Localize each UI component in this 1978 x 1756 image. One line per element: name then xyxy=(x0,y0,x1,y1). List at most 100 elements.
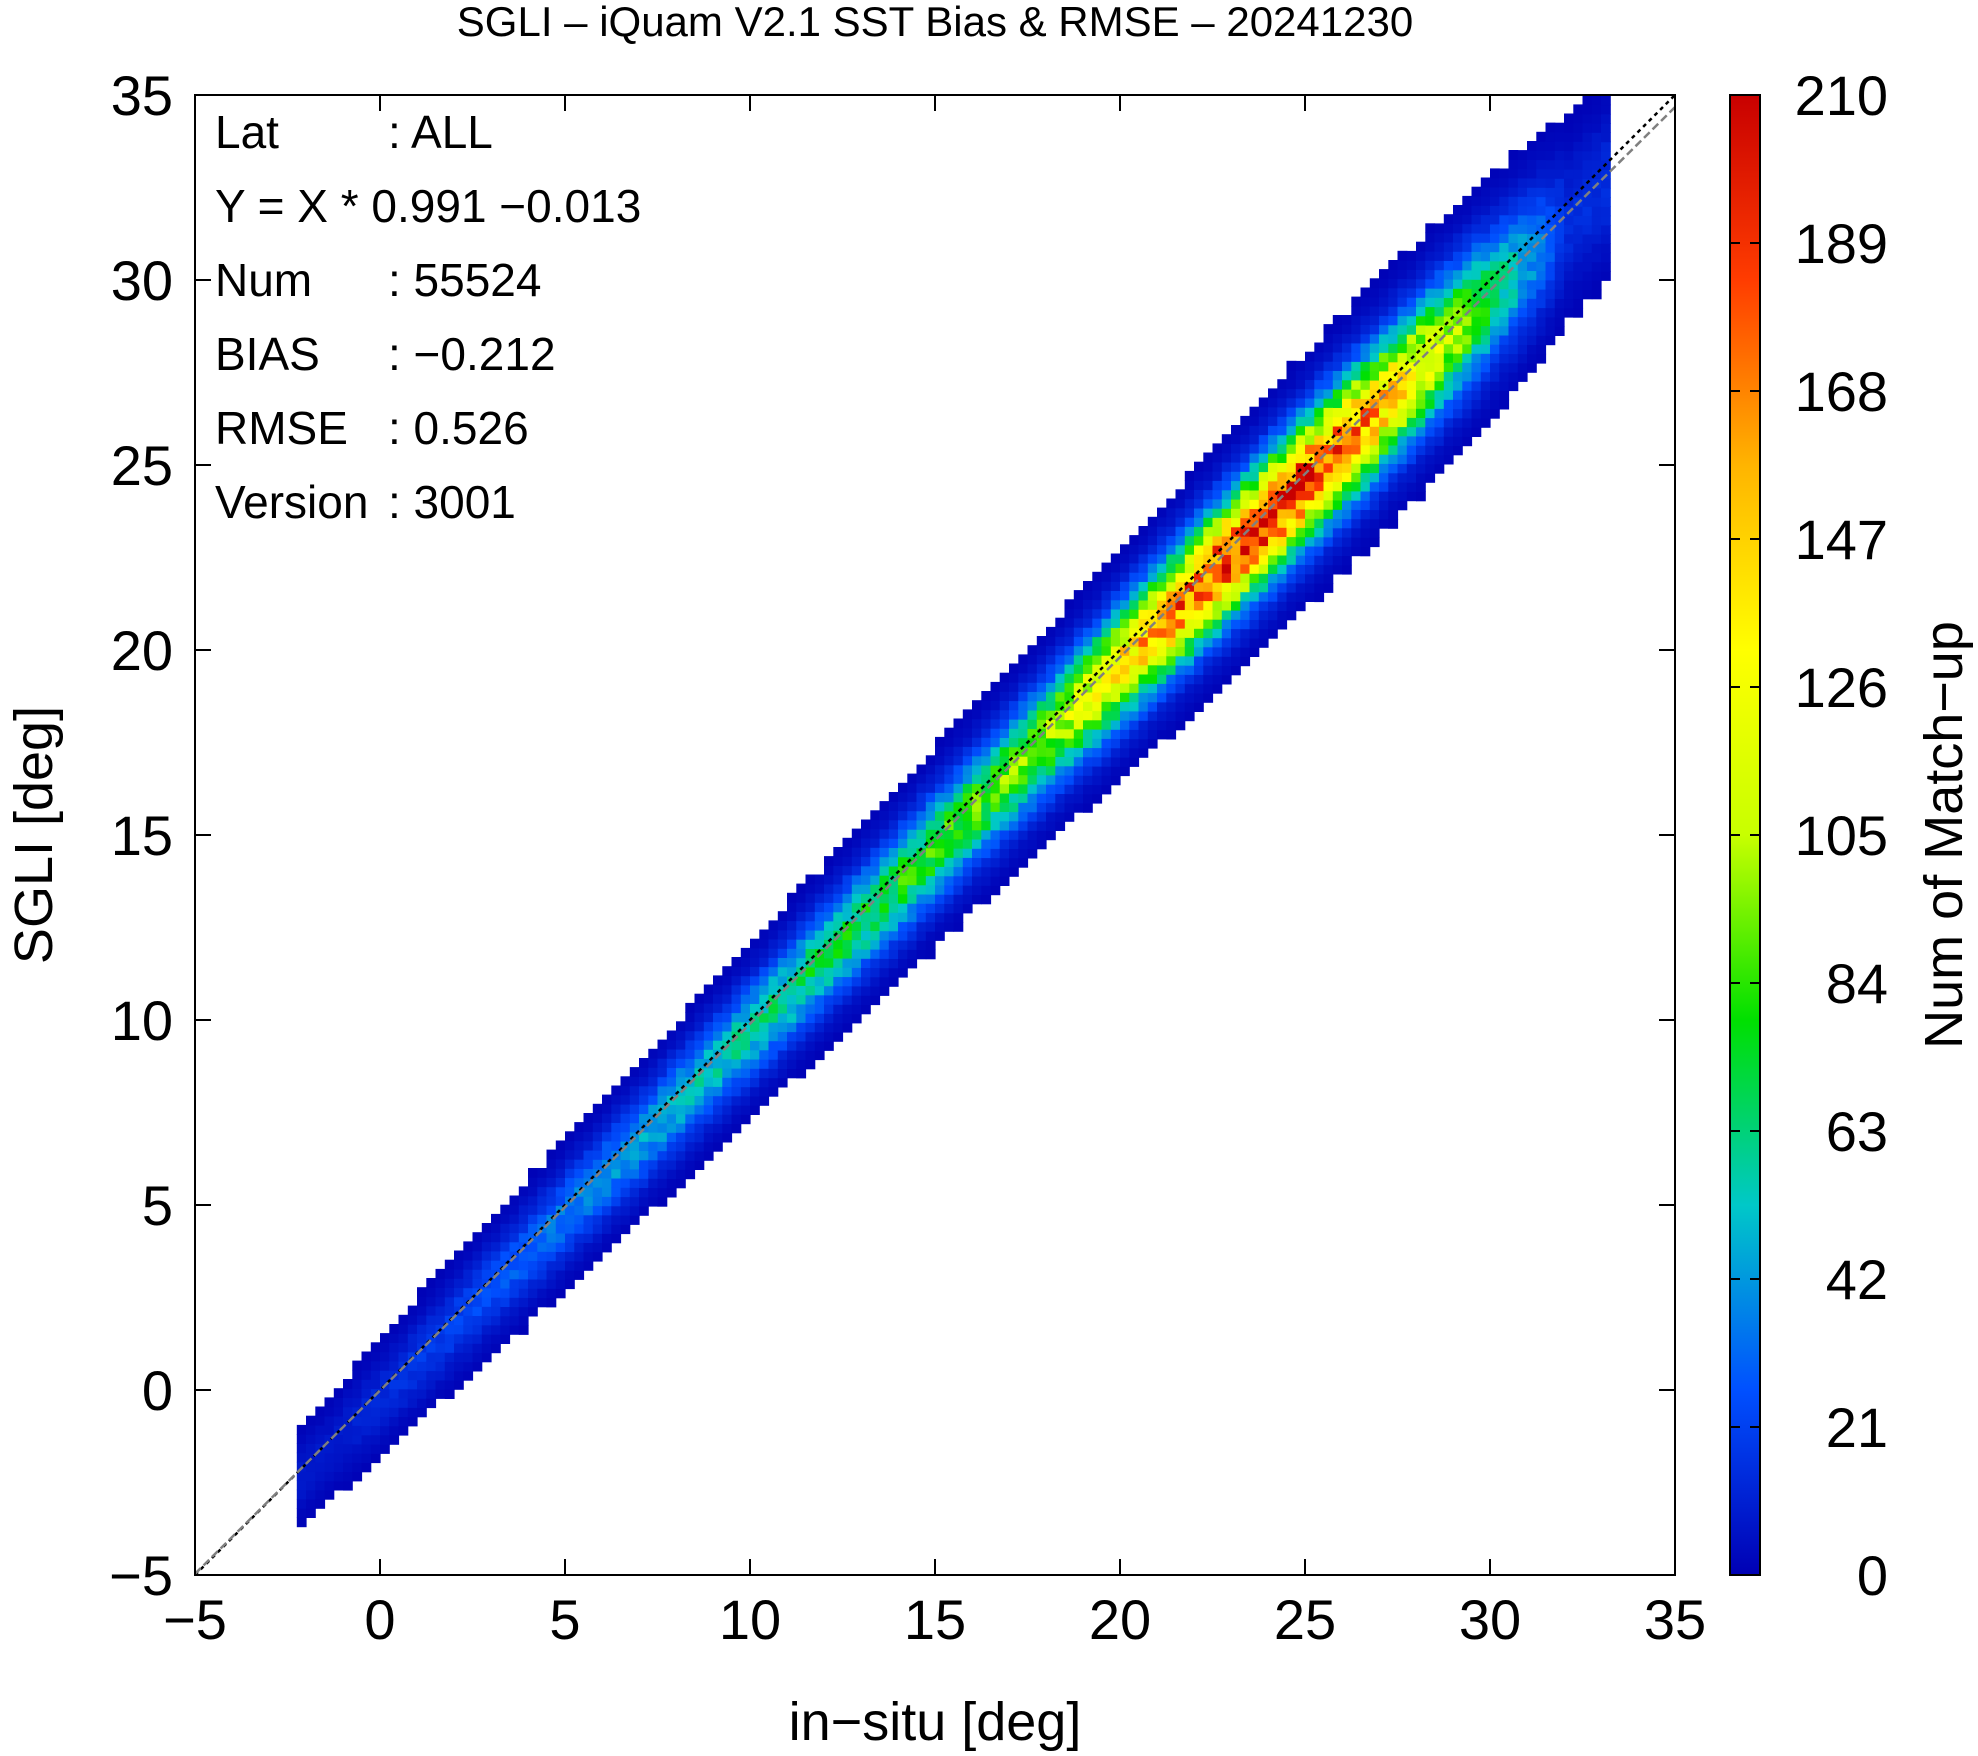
heatmap-cell xyxy=(842,902,853,913)
heatmap-cell xyxy=(417,1287,427,1297)
heatmap-cell xyxy=(999,783,1010,794)
heatmap-cell xyxy=(851,930,862,941)
heatmap-cell xyxy=(842,847,853,857)
heatmap-cell xyxy=(1314,555,1325,566)
heatmap-cell xyxy=(398,1370,409,1381)
heatmap-cell xyxy=(898,801,908,812)
heatmap-cell xyxy=(500,1278,511,1289)
heatmap-cell xyxy=(1471,427,1482,437)
heatmap-cell xyxy=(1157,563,1167,573)
heatmap-cell xyxy=(981,848,992,859)
heatmap-cell xyxy=(750,1086,760,1097)
heatmap-cell xyxy=(713,1095,723,1106)
heatmap-cell xyxy=(907,930,918,941)
stats-bias-value: : −0.212 xyxy=(388,328,556,380)
heatmap-cell xyxy=(1203,498,1214,509)
heatmap-cell xyxy=(1527,270,1537,281)
heatmap-cell xyxy=(1258,480,1269,491)
heatmap-cell xyxy=(1591,215,1602,226)
heatmap-cell xyxy=(787,957,797,968)
heatmap-cell xyxy=(1175,692,1186,703)
heatmap-cell xyxy=(370,1379,381,1390)
heatmap-cell xyxy=(1258,564,1269,574)
heatmap-cell xyxy=(1397,380,1408,391)
heatmap-cell xyxy=(1277,499,1288,510)
heatmap-cell xyxy=(1536,205,1547,216)
heatmap-cell xyxy=(1240,425,1251,435)
heatmap-cell xyxy=(898,903,908,913)
heatmap-cell xyxy=(565,1159,575,1169)
heatmap-cell xyxy=(1018,709,1029,720)
heatmap-cell xyxy=(999,672,1010,683)
heatmap-cell xyxy=(870,921,881,932)
heatmap-cell xyxy=(1157,692,1167,703)
heatmap-cell xyxy=(962,866,973,877)
heatmap-cell xyxy=(1221,471,1232,481)
one-to-one-line xyxy=(195,95,1675,1575)
heatmap-cell xyxy=(444,1380,455,1390)
heatmap-cell xyxy=(389,1416,400,1427)
heatmap-cell xyxy=(1101,784,1112,795)
heatmap-cell xyxy=(1046,737,1056,748)
heatmap-cell xyxy=(916,903,927,913)
heatmap-cell xyxy=(953,755,964,766)
heatmap-cell xyxy=(1480,242,1491,253)
heatmap-cell xyxy=(1138,563,1149,573)
heatmap-cell xyxy=(1471,186,1482,197)
heatmap-cell xyxy=(1536,150,1547,161)
heatmap-cell xyxy=(1379,472,1389,483)
heatmap-cell xyxy=(1379,343,1389,353)
heatmap-cell xyxy=(1286,397,1297,408)
heatmap-cell xyxy=(1175,609,1186,620)
heatmap-cell xyxy=(851,985,862,996)
heatmap-cell xyxy=(1277,388,1288,399)
heatmap-cell xyxy=(1073,608,1084,619)
heatmap-cell xyxy=(1009,691,1019,702)
heatmap-cell xyxy=(454,1287,464,1298)
heatmap-cell xyxy=(1554,187,1565,198)
heatmap-cell xyxy=(1536,168,1547,179)
heatmap-cell xyxy=(833,995,844,1005)
heatmap-cell xyxy=(1480,307,1491,317)
heatmap-cell xyxy=(1166,554,1177,564)
heatmap-cell xyxy=(1314,462,1325,473)
heatmap-cell xyxy=(1138,748,1149,758)
heatmap-cell xyxy=(426,1389,437,1399)
heatmap-cell xyxy=(444,1259,455,1270)
heatmap-cell xyxy=(1036,747,1047,757)
heatmap-cell xyxy=(750,1012,760,1023)
heatmap-cell xyxy=(1443,334,1454,345)
heatmap-cell xyxy=(1443,436,1454,446)
heatmap-cell xyxy=(389,1379,400,1390)
heatmap-cell xyxy=(1055,617,1066,628)
heatmap-cell xyxy=(851,911,862,922)
heatmap-cell xyxy=(1083,729,1093,739)
heatmap-cell xyxy=(629,1215,640,1225)
heatmap-cell xyxy=(629,1104,640,1114)
heatmap-cell xyxy=(676,1030,686,1041)
heatmap-cell xyxy=(472,1297,483,1307)
heatmap-cell xyxy=(1397,500,1408,511)
heatmap-cell xyxy=(1092,645,1103,656)
heatmap-cell xyxy=(1434,241,1445,252)
heatmap-cell xyxy=(472,1352,483,1363)
heatmap-cell xyxy=(1046,802,1056,813)
heatmap-cell xyxy=(1332,546,1343,556)
heatmap-cell xyxy=(1073,756,1084,767)
heatmap-cell xyxy=(1305,555,1315,565)
heatmap-cell xyxy=(1221,508,1232,518)
heatmap-cell xyxy=(1462,334,1473,345)
heatmap-cell xyxy=(851,847,862,857)
heatmap-cell xyxy=(787,948,797,959)
heatmap-cell xyxy=(537,1177,548,1188)
heatmap-cell xyxy=(1453,223,1463,234)
heatmap-cell xyxy=(1249,545,1260,556)
heatmap-cell xyxy=(740,975,751,986)
heatmap-cell xyxy=(842,930,853,941)
heatmap-cell xyxy=(1277,416,1288,426)
heatmap-cell xyxy=(1120,572,1130,582)
heatmap-cell xyxy=(1443,242,1454,252)
heatmap-cell xyxy=(750,1040,760,1051)
heatmap-cell xyxy=(472,1361,483,1372)
heatmap-cell xyxy=(1332,481,1343,492)
